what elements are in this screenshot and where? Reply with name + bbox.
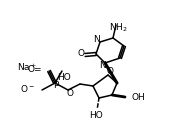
Text: N: N [94, 35, 100, 43]
Text: HO: HO [89, 111, 103, 119]
Text: N: N [100, 62, 106, 70]
Text: HO: HO [57, 72, 71, 82]
Text: O$^-$: O$^-$ [20, 84, 35, 94]
Text: O=: O= [28, 65, 42, 75]
Text: O: O [77, 50, 84, 58]
Text: OH: OH [132, 92, 146, 102]
Text: P: P [53, 82, 59, 90]
Text: NH$_2$: NH$_2$ [109, 22, 127, 34]
Text: O: O [67, 90, 74, 99]
Text: O: O [107, 67, 114, 75]
Text: Na$^+$: Na$^+$ [17, 61, 37, 73]
